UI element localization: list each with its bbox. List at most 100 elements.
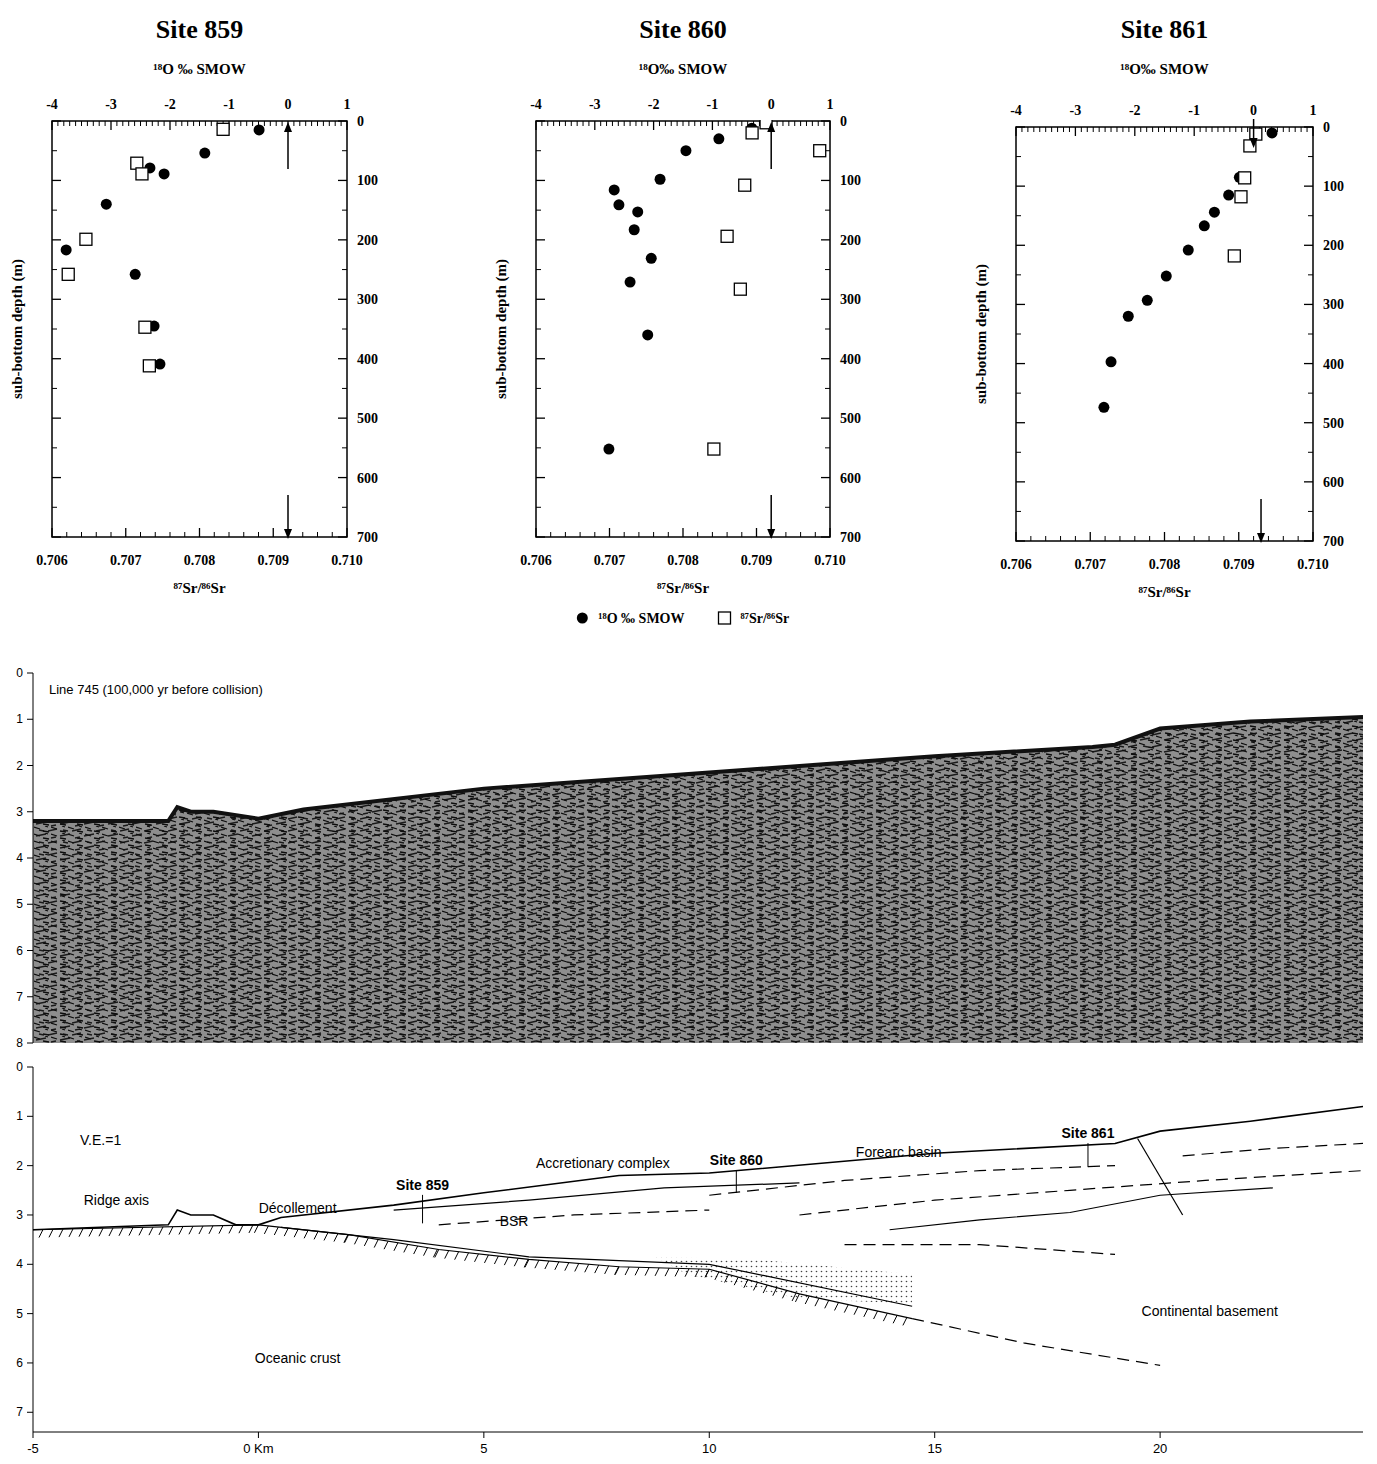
minor-tick (342, 507, 347, 508)
tick (1194, 127, 1195, 136)
interpreted-line (799, 1171, 1363, 1215)
minor-tick (671, 121, 672, 126)
minor-tick (588, 121, 589, 126)
minor-tick (536, 329, 541, 330)
minor-tick (536, 269, 541, 270)
data-point (1239, 172, 1251, 184)
tick-label: 500 (1323, 416, 1344, 431)
tick-label: -3 (1070, 103, 1082, 118)
data-point (1123, 311, 1134, 322)
tick (536, 417, 545, 418)
tick-label: 6 (16, 1356, 23, 1370)
data-point (1098, 402, 1109, 413)
annotation: BSR (500, 1213, 529, 1229)
tick-label: 10 (702, 1441, 716, 1456)
annotation: Continental basement (1142, 1303, 1278, 1319)
axis-title: ⁸⁷Sr/⁸⁶Sr (1138, 584, 1190, 600)
tick-label: 1 (344, 97, 351, 112)
minor-tick (724, 121, 725, 126)
scatter-panel: Site 861¹⁸O‰ SMOW-4-3-2-1010.7060.7070.7… (973, 15, 1344, 600)
minor-tick (1027, 127, 1028, 132)
tick-label: 5 (480, 1441, 487, 1456)
tick-label: 600 (840, 471, 861, 486)
minor-tick (624, 532, 625, 537)
minor-tick (158, 121, 159, 126)
minor-tick (96, 532, 97, 537)
tick-label: 7 (16, 990, 23, 1004)
points (61, 123, 265, 372)
plot-frame (52, 121, 347, 537)
minor-tick (1075, 536, 1076, 541)
interpreted-line (394, 1183, 800, 1210)
minor-tick (181, 121, 182, 126)
tick (273, 528, 274, 537)
panel-title: Site 859 (156, 15, 243, 44)
tick (33, 1432, 34, 1438)
minor-tick (323, 121, 324, 126)
cross-section-panel: 01234567-50 Km5101520V.E.=1Ridge axisDéc… (16, 1060, 1363, 1456)
minor-tick (1016, 452, 1021, 453)
minor-tick (81, 121, 82, 126)
tick (338, 536, 347, 537)
minor-tick (1247, 127, 1248, 132)
tick (653, 121, 654, 130)
tick-label: 600 (1323, 475, 1344, 490)
minor-tick (1289, 127, 1290, 132)
tick (1016, 304, 1025, 305)
data-point (1106, 356, 1117, 367)
minor-tick (536, 447, 541, 448)
tick (1016, 363, 1025, 364)
data-point (680, 145, 691, 156)
minor-tick (211, 121, 212, 126)
minor-tick (1179, 536, 1180, 541)
minor-tick (140, 121, 141, 126)
minor-tick (1283, 127, 1284, 132)
interpreted-line (912, 1319, 1160, 1366)
tick-label: 0.708 (184, 553, 216, 568)
minor-tick (1188, 127, 1189, 132)
tick-label: 0 (16, 666, 23, 680)
minor-tick (718, 121, 719, 126)
tick-label: -2 (648, 97, 660, 112)
tick (27, 1043, 33, 1044)
minor-tick (1105, 127, 1106, 132)
minor-tick (155, 532, 156, 537)
minor-tick (52, 388, 57, 389)
tick-label: 100 (840, 173, 861, 188)
axis-line (33, 1067, 34, 1432)
legend-marker (719, 612, 731, 624)
tick (1304, 245, 1313, 246)
minor-tick (800, 532, 801, 537)
minor-tick (270, 121, 271, 126)
tick-label: 8 (16, 1036, 23, 1050)
minor-tick (317, 532, 318, 537)
minor-tick (246, 121, 247, 126)
figure: Site 859¹⁸O ‰ SMOW-4-3-2-1010.7060.7070.… (0, 0, 1377, 1464)
data-point (62, 268, 74, 280)
minor-tick (1253, 536, 1254, 541)
tick-label: 1 (16, 1109, 23, 1123)
axis-line (33, 1432, 1363, 1433)
minor-tick (1116, 127, 1117, 132)
tick-label: 0.708 (667, 553, 699, 568)
reference-arrow (287, 127, 289, 169)
minor-tick (302, 532, 303, 537)
interpreted-line (1183, 1143, 1363, 1155)
minor-tick (1268, 536, 1269, 541)
minor-tick (1182, 127, 1183, 132)
minor-tick (52, 329, 57, 330)
tick (27, 858, 33, 859)
minor-tick (116, 121, 117, 126)
tick (821, 417, 830, 418)
annotation: V.E.=1 (80, 1132, 121, 1148)
data-point (632, 206, 643, 217)
tick-label: 0.709 (258, 553, 290, 568)
tick (1016, 540, 1025, 541)
tick-label: 200 (1323, 238, 1344, 253)
data-point (1228, 250, 1240, 262)
tick-label: 500 (357, 411, 378, 426)
data-point (655, 174, 666, 185)
data-point (1199, 220, 1210, 231)
tick-label: 0 Km (243, 1441, 273, 1456)
axis-title: ¹⁸O‰ SMOW (639, 61, 728, 77)
